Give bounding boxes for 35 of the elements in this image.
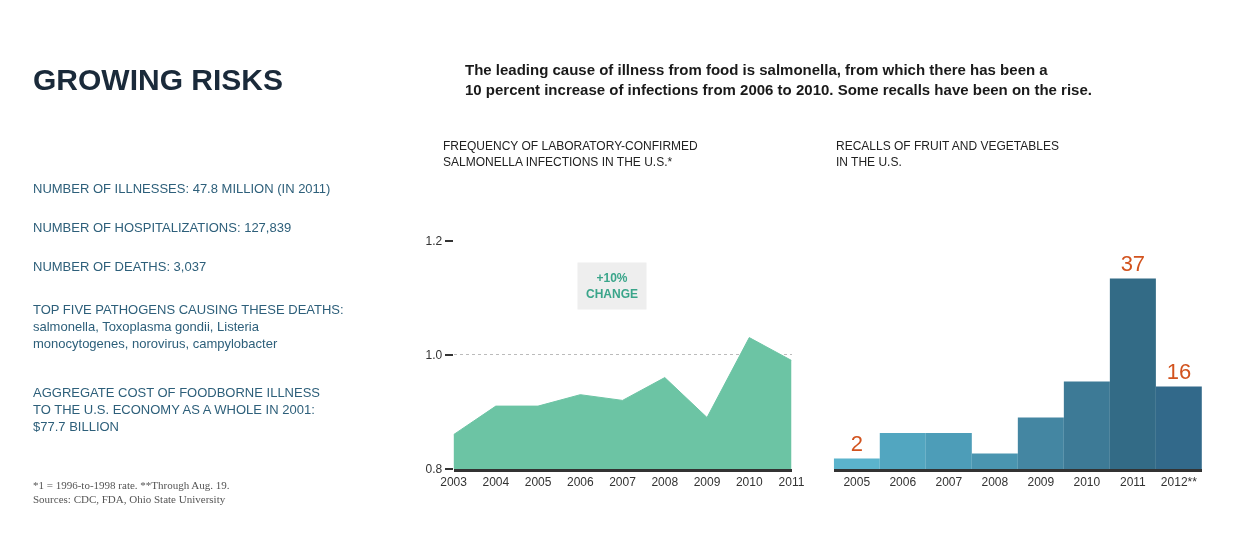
y-tick-label: 1.0	[425, 347, 443, 362]
text: AGGREGATE COST OF FOODBORNE ILLNESS TO THE U.S. ECONOMY AS A WHOLE IN 2001: $77.7 BILLION	[33, 385, 321, 434]
text: NUMBER OF ILLNESSES: 47.8 MILLION (IN 2011)	[33, 181, 331, 196]
chart-title: RECALLS OF FRUIT AND VEGETABLES IN THE U.S.	[836, 139, 1059, 169]
x-tick-label: 2006	[889, 475, 917, 490]
x-tick-label: 2006	[566, 475, 594, 490]
bar	[833, 458, 880, 469]
text: The leading cause of illness from food is salmonella, from which there has been a 10 percent increase of infections from 2006 to 2010. Some recalls have been on the rise.	[465, 61, 1092, 98]
text: TOP FIVE PATHOGENS CAUSING THESE DEATHS: salmonella, Toxoplasma gondii, Listeria monocytogenes, norovirus, campylobacter	[33, 302, 344, 351]
x-tick-label: 2011	[778, 475, 805, 490]
data-label: 37	[1120, 250, 1146, 276]
x-tick-label: 2005	[524, 475, 552, 490]
x-tick-label: 2008	[651, 475, 679, 490]
annotation: +10% CHANGE	[586, 271, 639, 301]
y-tick-label: 0.8	[425, 462, 443, 477]
data-label: 16	[1166, 358, 1192, 384]
x-tick-label: 2009	[693, 475, 721, 490]
y-tick-label: 1.2	[425, 233, 443, 248]
data-label: 2	[850, 430, 863, 456]
x-tick-label: 2011	[1119, 475, 1147, 490]
text: GROWING RISKS	[33, 63, 284, 96]
chart-title: FREQUENCY OF LABORATORY-CONFIRMED SALMONELLA INFECTIONS IN THE U.S.*	[443, 139, 699, 169]
x-tick-label: 2010	[735, 475, 763, 490]
x-tick-label: 2010	[1073, 475, 1101, 490]
x-tick-label: 2004	[482, 475, 510, 490]
x-tick-label: 2009	[1027, 475, 1055, 490]
x-tick-label: 2008	[981, 475, 1009, 490]
x-tick-label: 2005	[843, 475, 871, 490]
x-tick-label: 2007	[609, 475, 637, 490]
x-tick-label: 2012**	[1160, 475, 1198, 490]
text: NUMBER OF HOSPITALIZATIONS: 127,839	[33, 220, 292, 235]
x-tick-label: 2003	[440, 475, 468, 490]
x-tick-label: 2007	[935, 475, 963, 490]
text: NUMBER OF DEATHS: 3,037	[33, 259, 207, 274]
text: *1 = 1996-to-1998 rate. **Through Aug. 19. Sources: CDC, FDA, Ohio State University	[33, 479, 230, 506]
